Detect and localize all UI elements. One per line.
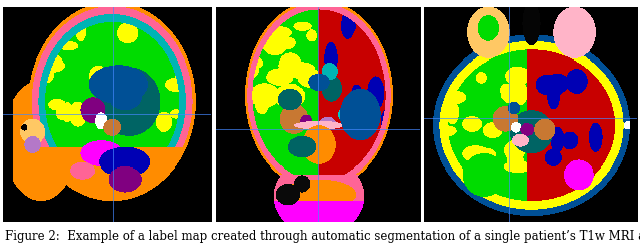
Text: Figure 2:  Example of a label map created through automatic segmentation of a si: Figure 2: Example of a label map created… — [5, 229, 640, 242]
